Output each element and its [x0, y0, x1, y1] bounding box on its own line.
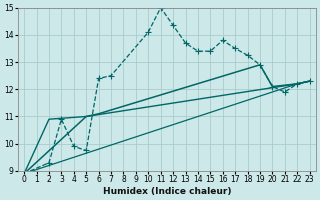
X-axis label: Humidex (Indice chaleur): Humidex (Indice chaleur)	[103, 187, 231, 196]
